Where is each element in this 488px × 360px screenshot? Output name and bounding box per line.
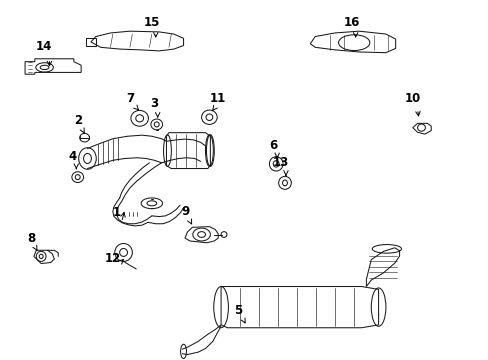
Text: 6: 6 xyxy=(269,139,277,152)
Text: 14: 14 xyxy=(35,40,52,53)
Text: 11: 11 xyxy=(209,93,225,105)
Text: 9: 9 xyxy=(181,204,189,218)
Text: 10: 10 xyxy=(404,93,420,105)
Text: 1: 1 xyxy=(112,206,121,220)
Text: 3: 3 xyxy=(150,97,158,110)
Text: 2: 2 xyxy=(74,114,81,127)
Text: 13: 13 xyxy=(272,156,288,169)
Text: 15: 15 xyxy=(143,17,160,30)
Text: 16: 16 xyxy=(343,17,359,30)
Text: 5: 5 xyxy=(234,304,242,317)
Text: 4: 4 xyxy=(69,150,77,163)
Text: 8: 8 xyxy=(27,232,35,245)
Text: 12: 12 xyxy=(104,252,121,265)
Text: 7: 7 xyxy=(125,92,134,105)
